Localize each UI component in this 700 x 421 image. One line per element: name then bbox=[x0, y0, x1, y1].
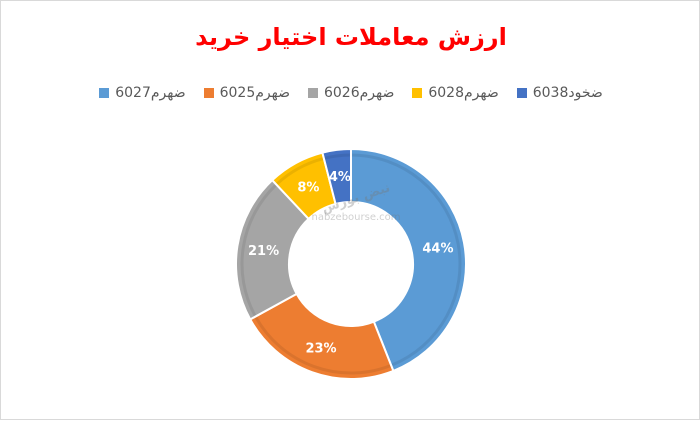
legend-item: ضهرم6028 bbox=[412, 85, 499, 101]
chart-title: ارزش معاملات اختیار خرید bbox=[195, 23, 507, 51]
slice-data-label: 44% bbox=[422, 241, 453, 256]
legend-swatch bbox=[307, 88, 318, 98]
legend-label: ضهرم6026 bbox=[323, 85, 395, 101]
legend-swatch bbox=[203, 88, 214, 98]
donut-slice bbox=[350, 147, 467, 373]
legend-label: ضهرم6028 bbox=[428, 85, 499, 101]
chart-legend: ضهرم6027 ضهرم6025 ضهرم6026 ضهرم6028 ضخود… bbox=[1, 85, 700, 101]
donut-slice-rim bbox=[240, 184, 277, 317]
slice-data-label: 8% bbox=[297, 180, 319, 195]
slice-data-label: 21% bbox=[248, 244, 279, 259]
legend-label: ضخود6038 bbox=[532, 85, 603, 101]
legend-item: ضخود6038 bbox=[516, 85, 603, 101]
watermark: نبض بورس nabzebourse.com bbox=[301, 180, 411, 223]
legend-label: ضهرم6025 bbox=[219, 85, 290, 101]
slice-data-label: 4% bbox=[329, 170, 351, 185]
slice-data-label: 23% bbox=[305, 341, 336, 356]
legend-swatch bbox=[412, 88, 423, 98]
donut-slice bbox=[248, 292, 395, 380]
legend-item: ضهرم6026 bbox=[307, 85, 395, 101]
legend-item: ضهرم6027 bbox=[99, 85, 186, 101]
legend-item: ضهرم6025 bbox=[203, 85, 290, 101]
donut-slice-rim bbox=[254, 316, 391, 375]
donut-slice-rim bbox=[324, 153, 350, 160]
donut-slice-rim bbox=[276, 157, 324, 185]
legend-swatch bbox=[516, 88, 527, 98]
legend-label: ضهرم6027 bbox=[115, 85, 186, 101]
legend-swatch bbox=[99, 88, 110, 98]
donut-slice bbox=[321, 147, 352, 206]
donut-slice-rim bbox=[352, 153, 462, 367]
watermark-site: nabzebourse.com bbox=[311, 212, 401, 223]
